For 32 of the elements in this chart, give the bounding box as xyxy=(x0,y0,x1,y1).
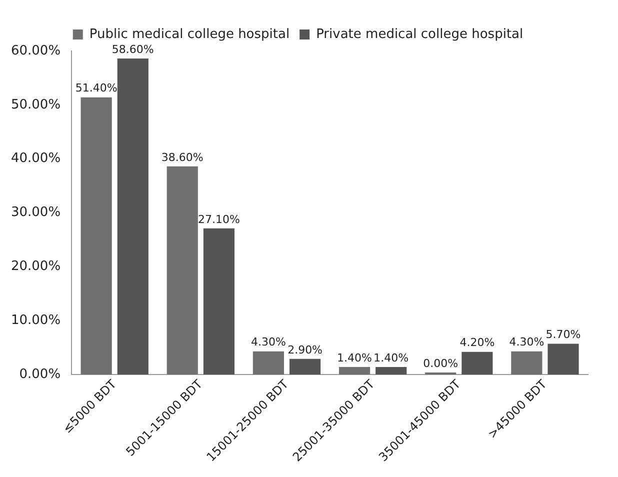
y-tick-label: 60.00% xyxy=(10,43,61,58)
bar xyxy=(511,351,542,375)
bar xyxy=(376,366,407,375)
y-tick-label: 20.00% xyxy=(10,259,61,274)
y-tick-label: 50.00% xyxy=(10,97,61,112)
bar xyxy=(80,97,112,375)
data-label: 4.30% xyxy=(509,336,544,349)
bar xyxy=(166,166,198,375)
bar xyxy=(548,344,579,375)
data-label: 0.00% xyxy=(423,356,458,370)
bar xyxy=(117,58,148,375)
data-label: 51.40% xyxy=(75,82,118,95)
data-label: 27.10% xyxy=(198,212,240,226)
data-label: 38.60% xyxy=(161,150,204,164)
y-tick-label: 40.00% xyxy=(10,151,61,166)
data-label: 4.20% xyxy=(460,336,495,350)
data-label: 2.90% xyxy=(288,343,323,356)
data-label: 1.40% xyxy=(374,351,409,364)
legend-label: Public medical college hospital xyxy=(89,26,290,42)
bar xyxy=(338,366,370,375)
y-tick-label: 10.00% xyxy=(10,312,61,328)
bar xyxy=(289,358,321,375)
data-label: 4.30% xyxy=(250,336,286,349)
y-tick-label: 0.00% xyxy=(19,366,61,382)
bar xyxy=(252,351,284,375)
bar xyxy=(203,228,235,375)
y-tick-label: 30.00% xyxy=(10,205,61,220)
legend-label: Private medical college hospital xyxy=(316,26,524,42)
data-label: 5.70% xyxy=(546,328,581,342)
data-label: 58.60% xyxy=(112,42,154,56)
bar xyxy=(462,352,493,375)
data-label: 1.40% xyxy=(337,351,372,364)
